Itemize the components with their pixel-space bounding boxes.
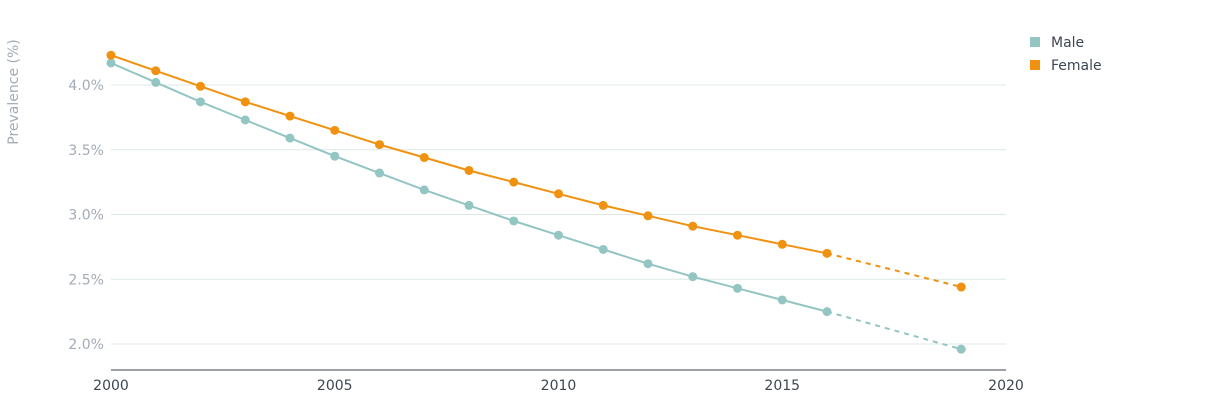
data-points bbox=[106, 50, 966, 354]
x-tick-label: 2005 bbox=[317, 378, 353, 394]
male-legend-swatch bbox=[1030, 37, 1040, 47]
female-data-point[interactable] bbox=[106, 50, 116, 60]
legend: Male Female bbox=[1030, 35, 1102, 74]
series-lines bbox=[110, 54, 962, 351]
female-data-point[interactable] bbox=[598, 200, 608, 210]
male-data-point[interactable] bbox=[554, 230, 563, 240]
male-data-point[interactable] bbox=[688, 272, 698, 282]
male-legend-label[interactable]: Male bbox=[1051, 35, 1084, 51]
female-data-point[interactable] bbox=[643, 211, 653, 221]
x-tick-label: 2010 bbox=[541, 378, 577, 394]
female-data-point[interactable] bbox=[196, 81, 205, 91]
male-data-point[interactable] bbox=[240, 115, 250, 125]
female-legend-label[interactable]: Female bbox=[1051, 58, 1102, 74]
gridlines bbox=[111, 84, 1006, 345]
male-data-point[interactable] bbox=[509, 216, 519, 226]
female-data-point[interactable] bbox=[509, 177, 519, 187]
male-data-point[interactable] bbox=[598, 244, 608, 254]
x-tick-label: 2015 bbox=[764, 378, 800, 394]
male-data-point[interactable] bbox=[464, 200, 474, 210]
female-data-point[interactable] bbox=[375, 140, 384, 150]
y-tick-label: 3.5% bbox=[68, 143, 104, 159]
male-data-point[interactable] bbox=[643, 259, 653, 269]
female-data-point[interactable] bbox=[822, 248, 832, 258]
male-data-point[interactable] bbox=[419, 185, 429, 195]
female-data-point[interactable] bbox=[688, 221, 698, 231]
y-tick-label: 2.5% bbox=[68, 272, 104, 288]
male-projected-point[interactable] bbox=[956, 344, 966, 354]
male-data-point[interactable] bbox=[330, 151, 340, 161]
male-data-point[interactable] bbox=[733, 283, 742, 293]
y-tick-label: 3.0% bbox=[68, 208, 104, 224]
female-legend-swatch bbox=[1030, 60, 1040, 70]
female-data-point[interactable] bbox=[777, 239, 787, 249]
female-data-point[interactable] bbox=[240, 97, 250, 107]
axes: 2.0% 2.5% 3.0% 3.5% 4.0% 2000 2005 2010 2015 2020 bbox=[68, 78, 1023, 394]
male-series-line bbox=[110, 62, 828, 313]
female-projection-line bbox=[826, 252, 962, 288]
y-tick-label: 2.0% bbox=[68, 337, 104, 353]
x-tick-label: 2000 bbox=[93, 378, 129, 394]
y-tick-label: 4.0% bbox=[68, 78, 104, 94]
male-data-point[interactable] bbox=[777, 295, 787, 305]
female-data-point[interactable] bbox=[464, 165, 474, 175]
female-projected-point[interactable] bbox=[956, 282, 966, 292]
female-data-point[interactable] bbox=[419, 153, 429, 163]
female-data-point[interactable] bbox=[285, 111, 295, 121]
female-data-point[interactable] bbox=[330, 125, 340, 135]
male-data-point[interactable] bbox=[822, 307, 832, 317]
x-tick-label: 2020 bbox=[988, 378, 1024, 394]
male-data-point[interactable] bbox=[151, 77, 161, 87]
male-data-point[interactable] bbox=[106, 58, 116, 68]
female-data-point[interactable] bbox=[554, 189, 563, 199]
female-data-point[interactable] bbox=[733, 230, 742, 240]
y-axis-title: Prevalence (%) bbox=[6, 39, 22, 145]
male-projection-line bbox=[826, 310, 962, 351]
male-data-point[interactable] bbox=[196, 97, 205, 107]
male-data-point[interactable] bbox=[285, 133, 295, 143]
female-data-point[interactable] bbox=[151, 66, 161, 76]
male-data-point[interactable] bbox=[375, 168, 384, 178]
